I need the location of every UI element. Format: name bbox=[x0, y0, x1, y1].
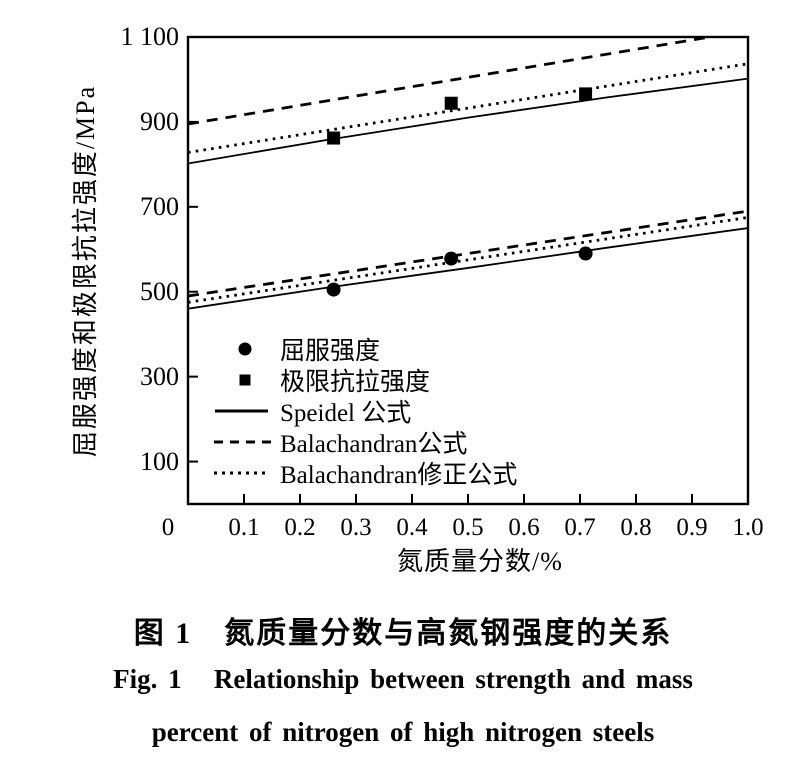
caption-english-line2: percent of nitrogen of high nitrogen ste… bbox=[151, 717, 655, 747]
dashed-line-marker-icon bbox=[214, 440, 272, 443]
x-tick-label: 0 bbox=[161, 514, 175, 541]
legend-row: 极限抗拉强度 bbox=[214, 364, 517, 396]
legend-label: 极限抗拉强度 bbox=[280, 368, 431, 396]
y-tick-label: 100 bbox=[140, 446, 179, 476]
curve-solid bbox=[188, 77, 748, 165]
legend: 屈服强度极限抗拉强度 Speidel 公式 Balachandran公式 Balach… bbox=[214, 333, 518, 489]
x-tick-label: 0.5 bbox=[452, 514, 484, 541]
x-tick-label: 0.3 bbox=[340, 514, 372, 541]
dotted-line-marker-icon bbox=[214, 471, 269, 474]
data-point-square bbox=[444, 96, 458, 110]
x-tick-label: 0.1 bbox=[228, 514, 260, 541]
chart-canvas bbox=[186, 35, 750, 506]
caption-chinese: 图 1 氮质量分数与高氮钢强度的关系 bbox=[133, 617, 673, 650]
x-tick-label: 0.8 bbox=[620, 514, 652, 541]
curve-dotted bbox=[188, 216, 748, 304]
y-tick-label: 900 bbox=[140, 106, 179, 136]
solid-line-marker-icon bbox=[215, 409, 268, 412]
y-tick-label: 700 bbox=[140, 191, 179, 221]
data-point-circle bbox=[578, 246, 593, 261]
legend-marker-cell bbox=[214, 364, 276, 395]
caption-english-line1: Fig. 1 Relationship between strength and… bbox=[113, 664, 693, 694]
y-axis-title: 屈服强度和极限抗拉强度/MPa bbox=[71, 84, 100, 458]
data-point-square bbox=[327, 131, 341, 145]
legend-label: 屈服强度 bbox=[280, 337, 381, 365]
x-tick-label: 1.0 bbox=[732, 514, 764, 541]
data-point-square bbox=[579, 87, 593, 101]
data-point-circle bbox=[326, 282, 341, 297]
legend-label: Balachandran公式 bbox=[280, 430, 468, 458]
legend-marker-cell bbox=[214, 395, 276, 426]
legend-label: Balachandran修正公式 bbox=[280, 461, 518, 489]
legend-marker-cell bbox=[214, 426, 276, 457]
x-tick-label: 0.4 bbox=[396, 514, 428, 541]
legend-row: Balachandran修正公式 bbox=[214, 457, 518, 489]
x-tick-label: 0.7 bbox=[564, 514, 596, 541]
legend-row: Balachandran公式 bbox=[214, 426, 517, 458]
curve-dotted bbox=[188, 62, 748, 154]
legend-row: Speidel 公式 bbox=[214, 395, 517, 427]
y-tick-label: 500 bbox=[140, 276, 179, 306]
plot-border bbox=[186, 35, 750, 506]
legend-marker-cell bbox=[214, 457, 276, 488]
legend-label: Speidel 公式 bbox=[280, 399, 412, 427]
curve-dashed bbox=[188, 209, 748, 298]
x-tick-label: 0.9 bbox=[676, 514, 708, 541]
x-tick-label: 0.6 bbox=[508, 514, 540, 541]
curve-solid bbox=[188, 227, 748, 310]
legend-marker-cell bbox=[214, 333, 276, 364]
circle-marker-icon bbox=[238, 342, 252, 355]
legend-row: 屈服强度 bbox=[214, 333, 517, 365]
curve-dashed bbox=[188, 37, 719, 126]
data-point-circle bbox=[444, 251, 459, 266]
square-marker-icon bbox=[239, 374, 251, 385]
x-tick-label: 0.2 bbox=[284, 514, 316, 541]
x-axis-title: 氮质量分数/% bbox=[397, 547, 563, 576]
y-tick-label: 1 100 bbox=[120, 22, 180, 51]
y-tick-label: 300 bbox=[140, 361, 179, 391]
